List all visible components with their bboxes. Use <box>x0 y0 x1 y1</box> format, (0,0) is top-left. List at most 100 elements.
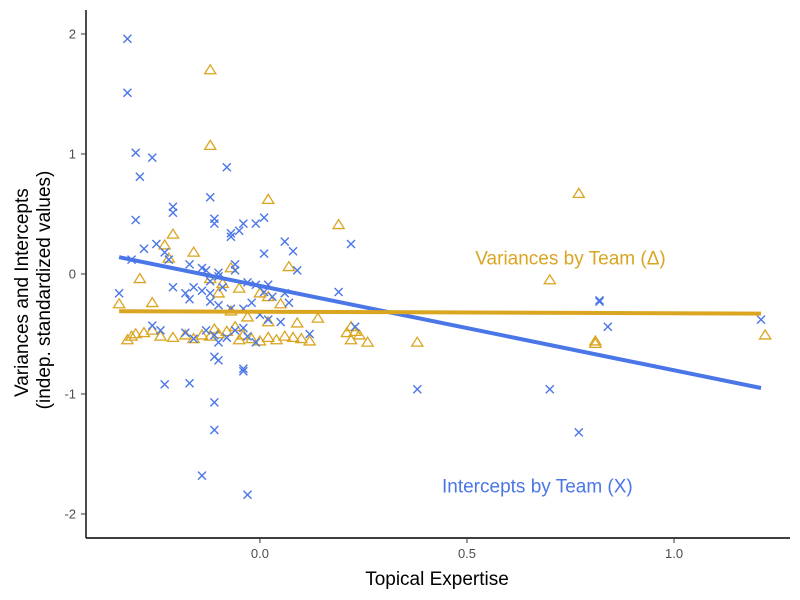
variance-point-triangle-marker <box>186 245 201 257</box>
y-tick-label: 1 <box>69 147 76 162</box>
variance-point-triangle-marker <box>758 328 772 340</box>
variance-point-triangle-marker <box>572 187 586 198</box>
intercept-point-x-marker <box>234 226 244 236</box>
variance-point-triangle-marker <box>294 332 309 344</box>
intercept-point-x-marker <box>160 247 170 257</box>
intercept-point-x-marker <box>263 315 273 325</box>
intercept-point-x-marker <box>230 325 240 335</box>
intercept-point-x-marker <box>209 330 219 340</box>
intercept-point-x-marker <box>238 366 248 376</box>
intercept-point-x-marker <box>205 192 215 202</box>
intercept-point-x-marker <box>574 427 584 437</box>
y-axis-title-line-2: (indep. standardized values) <box>34 171 55 410</box>
variance-point-triangle-marker <box>302 334 317 346</box>
variance-point-triangle-marker <box>286 331 300 342</box>
intercept-point-x-marker <box>346 239 356 249</box>
intercepts-trend-line <box>118 255 762 390</box>
variances-annotation: Variances by Team (Δ) <box>475 248 665 269</box>
variance-point-triangle-marker <box>588 334 603 346</box>
intercept-point-x-marker <box>603 322 613 332</box>
intercept-point-x-marker <box>226 232 236 242</box>
intercept-point-x-marker <box>218 282 228 292</box>
intercept-point-x-marker <box>214 300 224 310</box>
variance-point-triangle-marker <box>128 327 143 339</box>
intercept-point-x-marker <box>243 331 253 341</box>
variance-point-triangle-marker <box>211 286 226 298</box>
variance-point-triangle-marker <box>203 63 218 75</box>
intercept-point-x-marker <box>243 490 253 500</box>
variance-point-triangle-marker <box>360 335 375 347</box>
variance-point-triangle-marker <box>588 337 603 348</box>
intercept-point-x-marker <box>259 213 269 223</box>
variance-point-triangle-marker <box>290 316 304 328</box>
variance-point-triangle-marker <box>145 296 160 308</box>
intercept-point-x-marker <box>209 397 219 407</box>
variance-point-triangle-marker <box>273 297 288 309</box>
variance-point-triangle-marker <box>282 260 296 272</box>
variance-point-triangle-marker <box>166 331 180 342</box>
y-tick-label: 2 <box>69 27 76 42</box>
variance-point-triangle-marker <box>124 329 139 341</box>
intercept-point-x-marker <box>247 298 257 308</box>
variance-point-triangle-marker <box>137 326 151 338</box>
y-axis-title-line-1: Variances and Intercepts <box>12 188 33 397</box>
intercept-point-x-marker <box>284 298 294 308</box>
intercept-point-x-marker <box>251 219 261 229</box>
variance-point-triangle-marker <box>340 326 354 338</box>
variance-point-triangle-marker <box>331 218 346 230</box>
intercept-point-x-marker <box>267 292 277 302</box>
x-tick-label: 1.0 <box>665 546 683 561</box>
intercept-point-x-marker <box>350 322 360 332</box>
intercept-point-x-marker <box>139 244 149 254</box>
intercept-point-x-marker <box>238 364 248 374</box>
intercept-point-x-marker <box>205 276 215 286</box>
intercept-point-x-marker <box>168 282 178 292</box>
intercept-point-x-marker <box>151 239 161 249</box>
variance-point-triangle-marker <box>203 139 218 150</box>
intercept-point-x-marker <box>276 317 286 327</box>
intercept-point-x-marker <box>412 384 422 394</box>
variances-trend-line <box>119 309 762 316</box>
intercept-point-x-marker <box>305 329 315 339</box>
intercept-point-x-marker <box>238 219 248 229</box>
trend-layer <box>118 255 762 390</box>
intercept-point-x-marker <box>201 325 211 335</box>
intercept-point-x-marker <box>545 384 555 394</box>
variance-point-triangle-marker <box>261 315 275 327</box>
intercepts-annotation: Intercepts by Team (X) <box>442 476 633 497</box>
intercept-point-x-marker <box>197 263 207 273</box>
variance-point-triangle-marker <box>348 325 362 336</box>
intercept-point-x-marker <box>226 228 236 238</box>
variance-point-triangle-marker <box>195 328 209 340</box>
intercept-point-x-marker <box>205 297 215 307</box>
variance-point-triangle-marker <box>543 273 557 285</box>
intercept-point-x-marker <box>168 208 178 218</box>
intercept-point-x-marker <box>222 333 232 343</box>
intercept-point-x-marker <box>189 282 199 292</box>
intercept-point-x-marker <box>147 153 157 163</box>
intercept-point-x-marker <box>209 425 219 435</box>
intercept-point-x-marker <box>147 321 157 331</box>
variance-point-triangle-marker <box>311 311 325 323</box>
intercept-point-x-marker <box>214 337 224 347</box>
y-tick-label: 0 <box>69 267 76 282</box>
intercept-point-x-marker <box>259 249 269 259</box>
intercept-point-x-marker <box>122 34 132 44</box>
variance-point-triangle-marker <box>278 329 292 341</box>
intercept-point-x-marker <box>334 287 344 297</box>
y-tick-label: -2 <box>64 507 76 522</box>
intercept-point-x-marker <box>156 325 166 335</box>
x-tick-label: 0.5 <box>458 546 476 561</box>
x-tick-label: 0.0 <box>251 546 269 561</box>
intercept-point-x-marker <box>222 162 232 172</box>
variance-point-triangle-marker <box>153 329 168 341</box>
intercept-point-x-marker <box>164 255 174 265</box>
x-axis-title: Topical Expertise <box>365 569 509 590</box>
intercept-point-x-marker <box>259 287 269 297</box>
intercept-point-x-marker <box>288 246 298 256</box>
intercept-point-x-marker <box>122 88 132 98</box>
variance-point-triangle-marker <box>224 261 238 273</box>
intercept-point-x-marker <box>160 379 170 389</box>
